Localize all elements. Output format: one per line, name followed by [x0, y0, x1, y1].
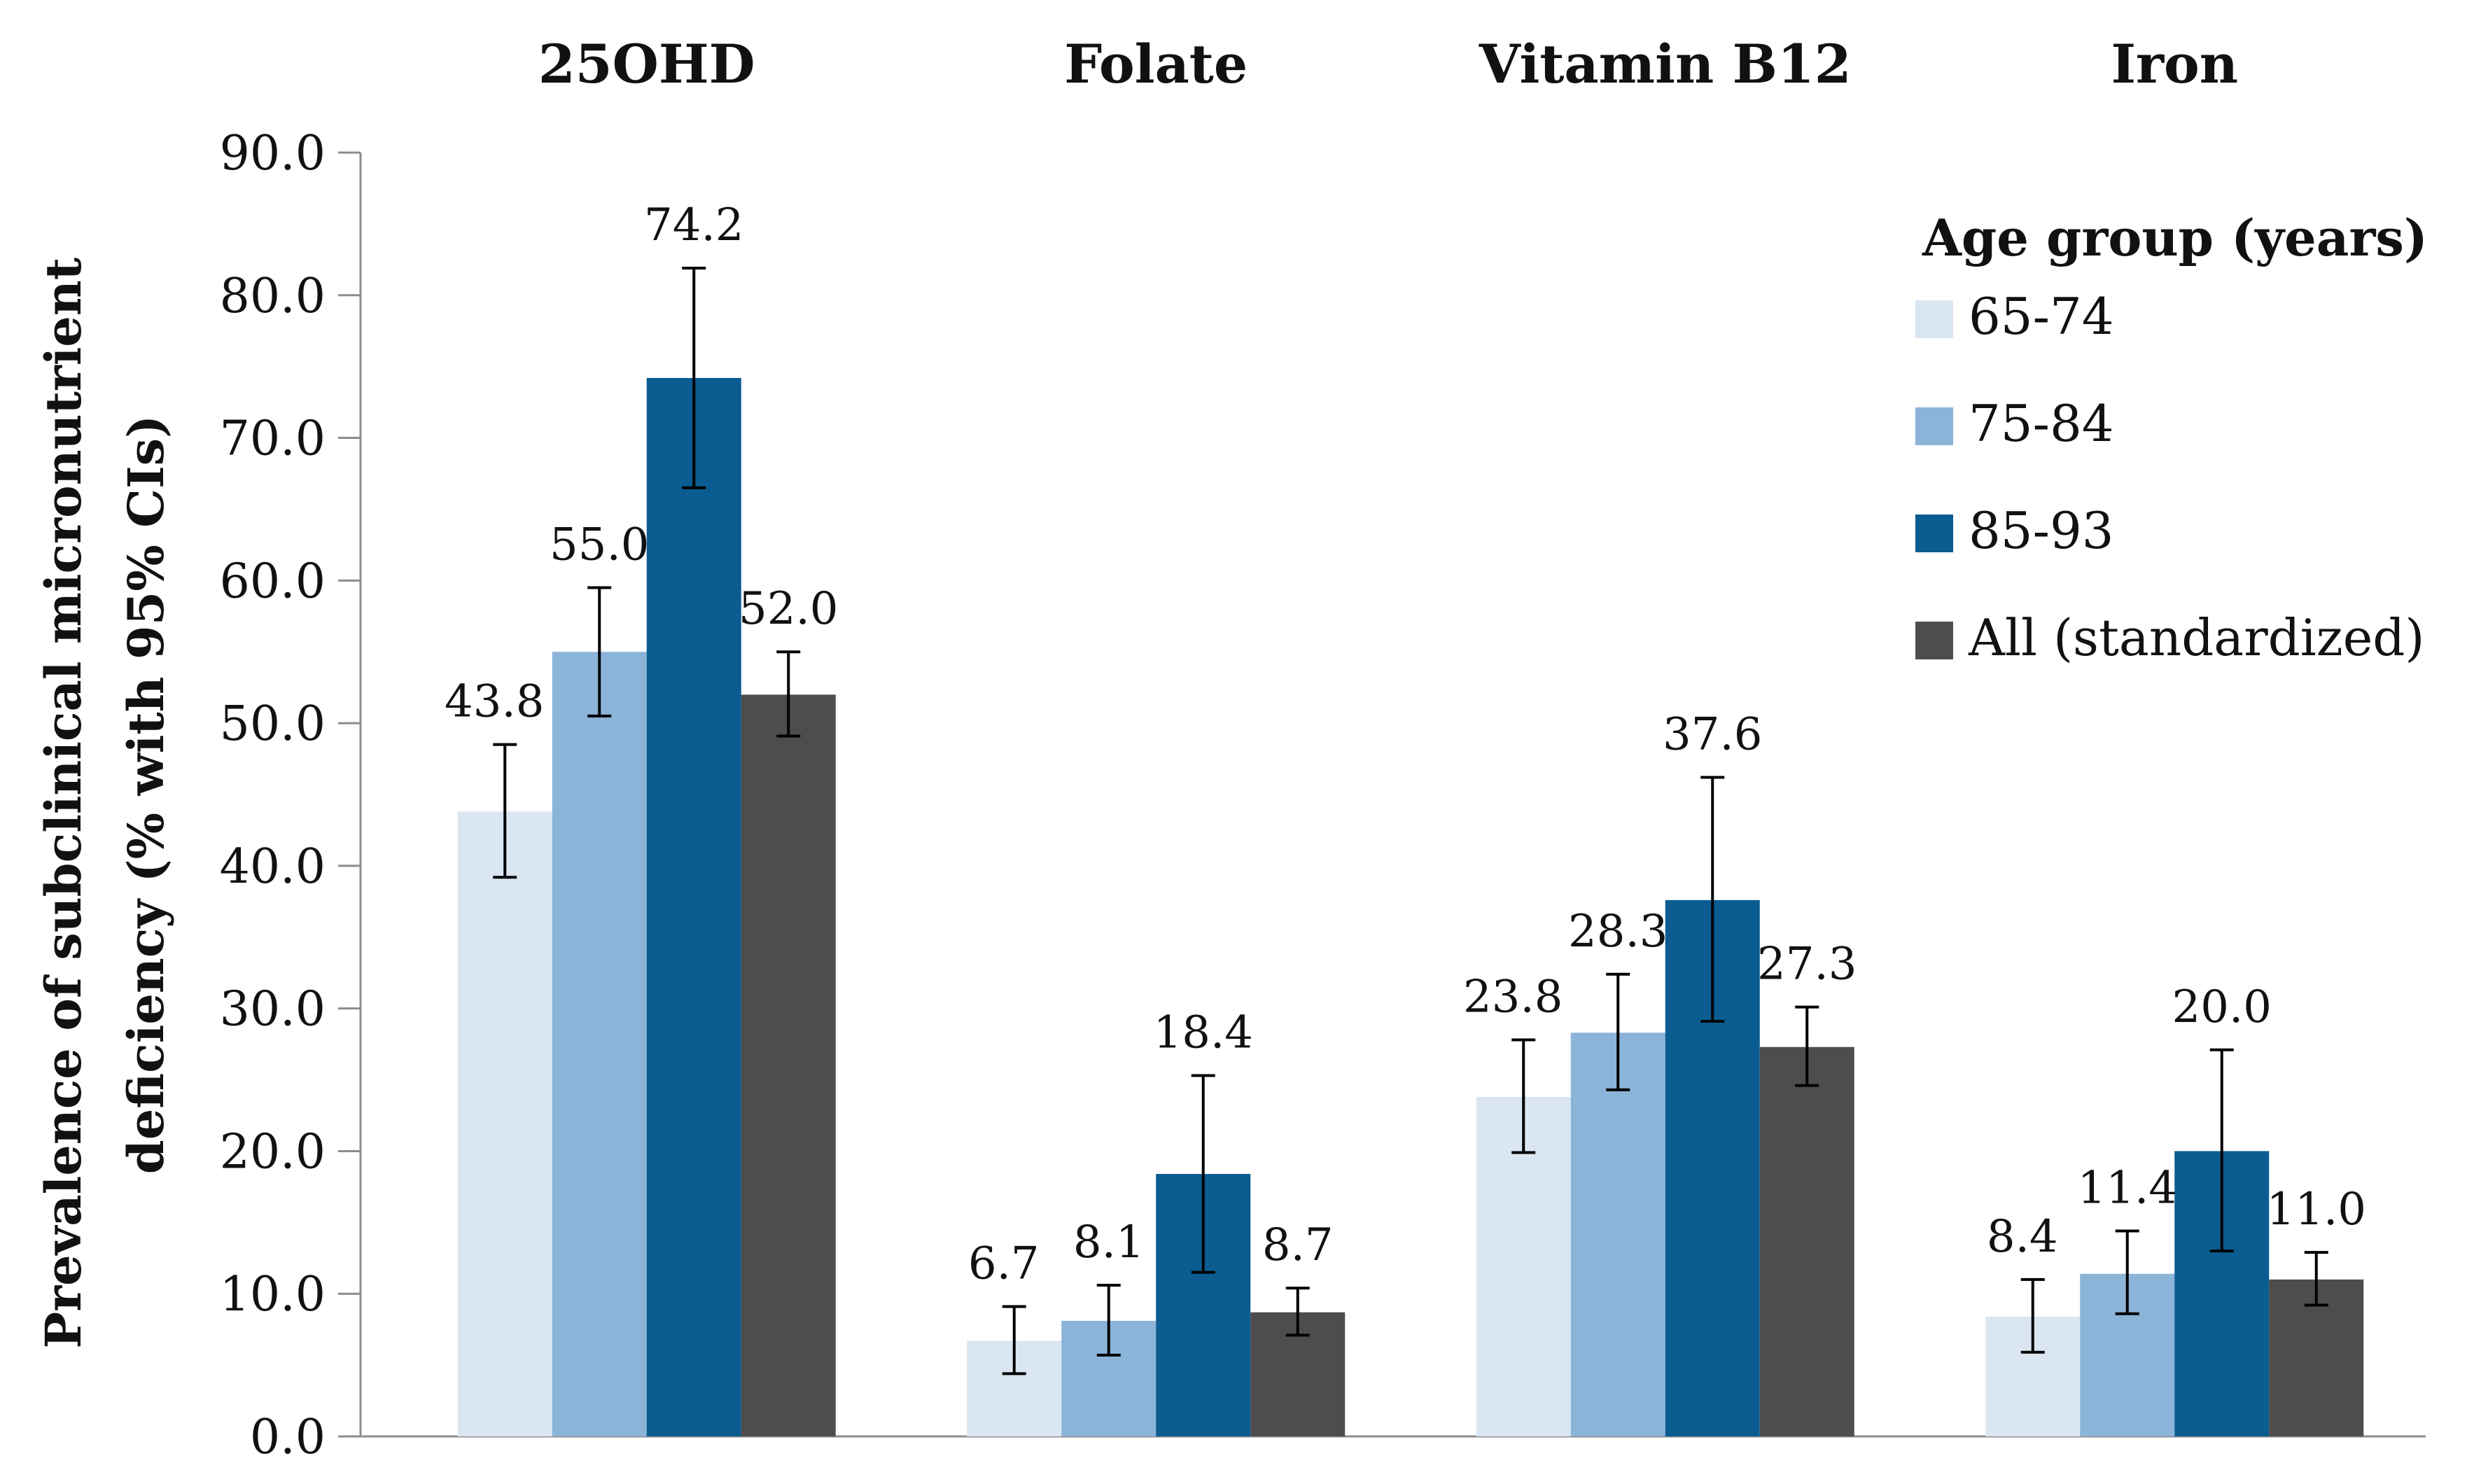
data-label: 23.8 — [1463, 971, 1563, 1023]
y-tick-label: 10.0 — [220, 1267, 326, 1322]
error-bars — [493, 267, 2328, 1376]
data-label: 28.3 — [1568, 906, 1668, 958]
bar — [457, 811, 552, 1436]
data-label: 20.0 — [2172, 981, 2272, 1033]
y-axis-title: Prevalence of subclinical micronutrient … — [34, 241, 175, 1349]
y-tick-label: 70.0 — [220, 412, 326, 467]
y-tick-label: 40.0 — [220, 839, 326, 895]
data-label: 74.2 — [644, 200, 744, 251]
bar — [1570, 1032, 1665, 1436]
data-label: 11.4 — [2078, 1163, 2178, 1214]
category-titles: 25OHD Folate Vitamin B12 Iron — [538, 33, 2238, 95]
data-label: 52.0 — [739, 583, 839, 635]
category-title: Vitamin B12 — [1479, 33, 1852, 95]
data-labels: 43.8 55.0 74.2 52.0 6.7 8.1 18.4 8.7 23.828.3 37.… — [445, 200, 2366, 1290]
y-axis-title-line-1: Prevalence of subclinical micronutrient — [34, 258, 92, 1349]
y-axis: 0.0 10.0 20.0 30.0 40.0 50.0 60.0 70.0 80.0 90.0 — [220, 126, 2426, 1465]
y-tick-label: 60.0 — [220, 554, 326, 609]
category-title: 25OHD — [538, 33, 755, 95]
y-tick-label: 50.0 — [220, 696, 326, 752]
data-label: 37.6 — [1663, 709, 1763, 761]
bar — [741, 694, 836, 1437]
legend-label: 75-84 — [1969, 394, 2114, 453]
y-tick-label: 80.0 — [220, 269, 326, 324]
data-label: 8.4 — [1987, 1211, 2058, 1263]
legend-swatch — [1915, 514, 1953, 552]
legend-title: Age group (years) — [1922, 208, 2428, 267]
data-label: 8.1 — [1073, 1217, 1145, 1268]
data-label: 8.7 — [1262, 1219, 1334, 1271]
bar — [646, 377, 741, 1436]
legend-label: All (standardized) — [1968, 608, 2424, 667]
category-title: Folate — [1064, 33, 1248, 95]
y-tick-label: 20.0 — [220, 1124, 326, 1180]
y-tick-label: 0.0 — [250, 1410, 326, 1465]
bar — [1759, 1046, 1854, 1436]
legend-swatch — [1915, 300, 1953, 338]
data-label: 18.4 — [1154, 1007, 1254, 1058]
legend-swatch — [1915, 622, 1953, 659]
data-label: 6.7 — [968, 1238, 1040, 1290]
y-tick-label: 90.0 — [220, 126, 326, 181]
y-tick-label: 30.0 — [220, 982, 326, 1037]
category-title: Iron — [2111, 33, 2238, 95]
data-label: 55.0 — [550, 519, 650, 571]
legend: Age group (years) 65-74 75-84 85-93 All (sta… — [1915, 208, 2428, 667]
bar — [552, 652, 647, 1437]
legend-swatch — [1915, 407, 1953, 445]
legend-label: 85-93 — [1969, 501, 2114, 560]
data-label: 27.3 — [1757, 939, 1857, 990]
bars — [457, 377, 2364, 1437]
y-axis-title-line-2: deficiency (% with 95% CIs) — [117, 415, 175, 1174]
data-label: 43.8 — [445, 676, 545, 728]
data-label: 11.0 — [2267, 1184, 2367, 1236]
legend-label: 65-74 — [1969, 287, 2114, 346]
